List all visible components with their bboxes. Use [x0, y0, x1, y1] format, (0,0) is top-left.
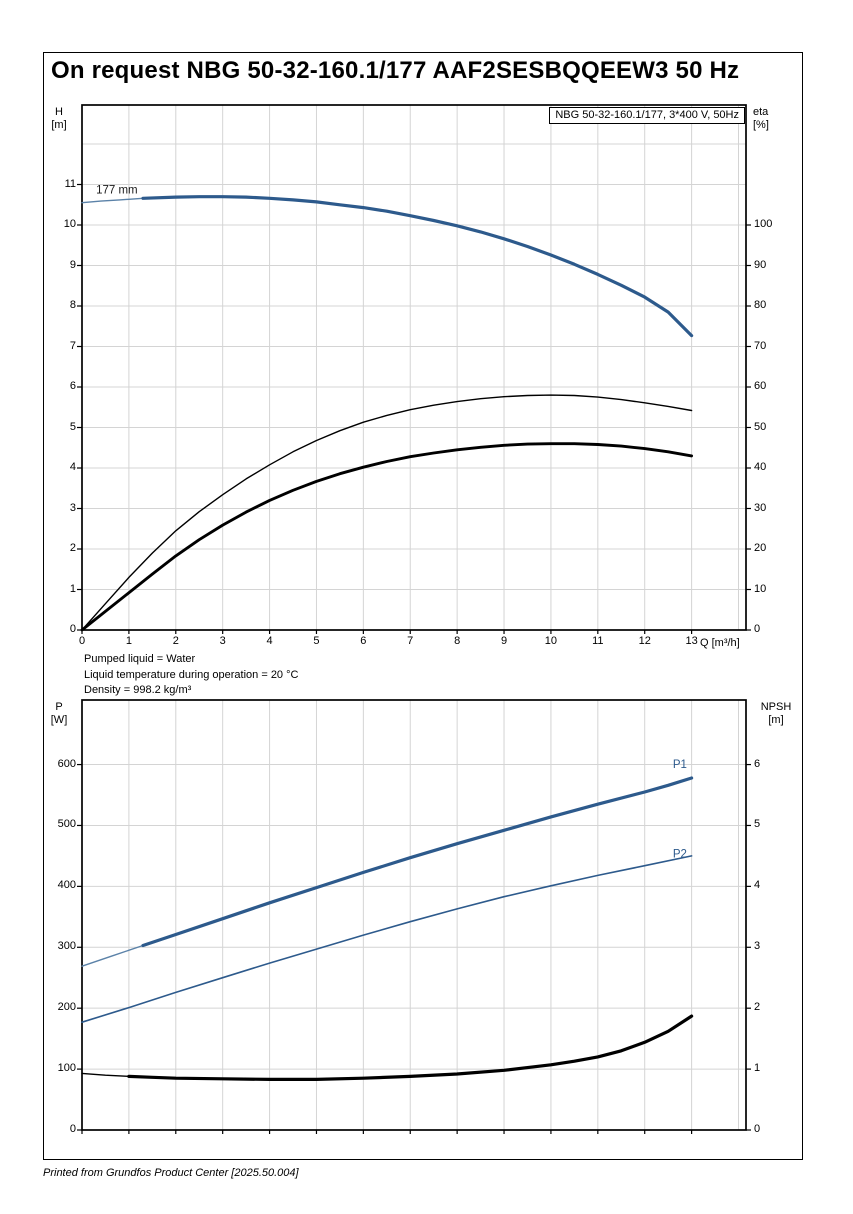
operating-conditions: Pumped liquid = Water Liquid temperature… [84, 652, 298, 699]
right-tick-label: 60 [754, 380, 767, 392]
x-tick-label: 7 [407, 635, 414, 647]
right-tick-label: 70 [754, 339, 767, 352]
curve-p2 [81, 855, 693, 1024]
power-axis-label: P [W] [50, 701, 68, 726]
right-tick-label: 50 [754, 420, 767, 433]
x-tick-label: 10 [544, 635, 558, 647]
left-tick-label: 5 [69, 420, 76, 433]
right-tick-label: 5 [754, 818, 761, 831]
right-tick-label: 30 [754, 501, 767, 514]
x-tick-label: 0 [78, 635, 86, 647]
left-tick-label: 1 [69, 582, 76, 595]
x-tick-label: 13 [685, 635, 698, 647]
right-tick-label: 2 [754, 1001, 761, 1014]
x-tick-label: 3 [219, 635, 226, 647]
power-npsh-chart: P1 P2 0 100 200 300 400 500 600 0 1 2 3 4 5 6 [58, 699, 760, 1135]
right-tick-label: 6 [754, 757, 761, 770]
left-tick-label: 11 [64, 177, 76, 190]
left-tick-label: 8 [69, 299, 76, 311]
plot-canvas: 177 mm [77, 104, 751, 634]
curve-head-177mm-lead [81, 197, 144, 204]
right-tick-label: 3 [754, 940, 761, 953]
left-tick-label: 0 [69, 1123, 76, 1135]
left-tick-label: 200 [57, 1001, 76, 1014]
annotation-p1-label: P1 [673, 759, 687, 771]
eta-axis-label: eta [%] [753, 106, 769, 131]
x-tick-label: 11 [592, 635, 604, 647]
right-tick-label: 40 [754, 461, 767, 473]
right-tick-label: 10 [754, 582, 767, 595]
pump-legend: NBG 50-32-160.1/177, 3*400 V, 50Hz [549, 107, 745, 124]
x-tick-label: 5 [313, 635, 320, 647]
curve-eta-pump [81, 394, 693, 631]
curve-npsh-lead [81, 1072, 130, 1078]
right-tick-label: 90 [754, 258, 767, 271]
left-tick-label: 10 [63, 218, 76, 230]
density: Density = 998.2 kg/m³ [84, 684, 192, 696]
x-tick-label: 1 [125, 635, 132, 647]
curve-p1 [141, 776, 694, 948]
right-tick-label: 20 [754, 542, 767, 554]
curve-p1-lead [81, 944, 144, 967]
left-tick-label: 6 [69, 380, 76, 392]
pumped-liquid: Pumped liquid = Water [84, 653, 196, 665]
page-title: On request NBG 50-32-160.1/177 AAF2SESBQ… [51, 57, 740, 84]
head-axis-label: H [m] [51, 106, 67, 131]
left-tick-label: 4 [69, 461, 76, 473]
annotation-p2-label: P2 [673, 849, 687, 861]
x-tick-label: 9 [500, 635, 508, 647]
plot-frame [81, 699, 747, 1131]
curve-head-177mm [141, 195, 694, 338]
liquid-temperature: Liquid temperature during operation = 20… [84, 668, 299, 681]
left-tick-label: 0 [69, 623, 76, 635]
x-tick-label: 4 [266, 635, 273, 647]
plot-frame [81, 104, 747, 631]
pump-performance-chart: 177 mm NBG 50-32-160.1/177, 3*400 V, 50H… [64, 104, 772, 647]
right-tick-label: 0 [754, 1123, 761, 1135]
curve-eta-pump-motor [80, 442, 694, 632]
left-tick-label: 2 [69, 542, 76, 554]
npsh-axis-label: NPSH [m] [760, 701, 792, 726]
right-tick-label: 4 [754, 879, 761, 892]
footer-note: Printed from Grundfos Product Center [20… [43, 1167, 299, 1179]
left-tick-label: 600 [57, 757, 76, 770]
flow-axis-label: Q [m³/h] [700, 637, 740, 649]
document-frame [43, 52, 803, 1160]
x-tick-label: 12 [638, 635, 651, 647]
curve-npsh [127, 1014, 694, 1081]
x-tick-label: 2 [172, 635, 179, 647]
annotation-impeller-diameter: 177 mm [96, 184, 138, 196]
right-tick-label: 0 [754, 623, 761, 635]
left-tick-label: 9 [69, 258, 76, 271]
left-tick-label: 7 [69, 339, 76, 352]
right-tick-label: 80 [754, 299, 767, 311]
right-tick-label: 100 [754, 218, 773, 230]
x-tick-label: 8 [454, 635, 461, 647]
left-tick-label: 400 [57, 879, 76, 892]
right-tick-label: 1 [754, 1062, 761, 1075]
left-tick-label: 300 [57, 940, 76, 953]
left-tick-label: 500 [57, 818, 76, 831]
plot-canvas: P1 P2 [77, 699, 751, 1134]
left-tick-label: 3 [69, 501, 76, 514]
x-tick-label: 6 [360, 635, 367, 647]
left-tick-label: 100 [57, 1062, 76, 1075]
